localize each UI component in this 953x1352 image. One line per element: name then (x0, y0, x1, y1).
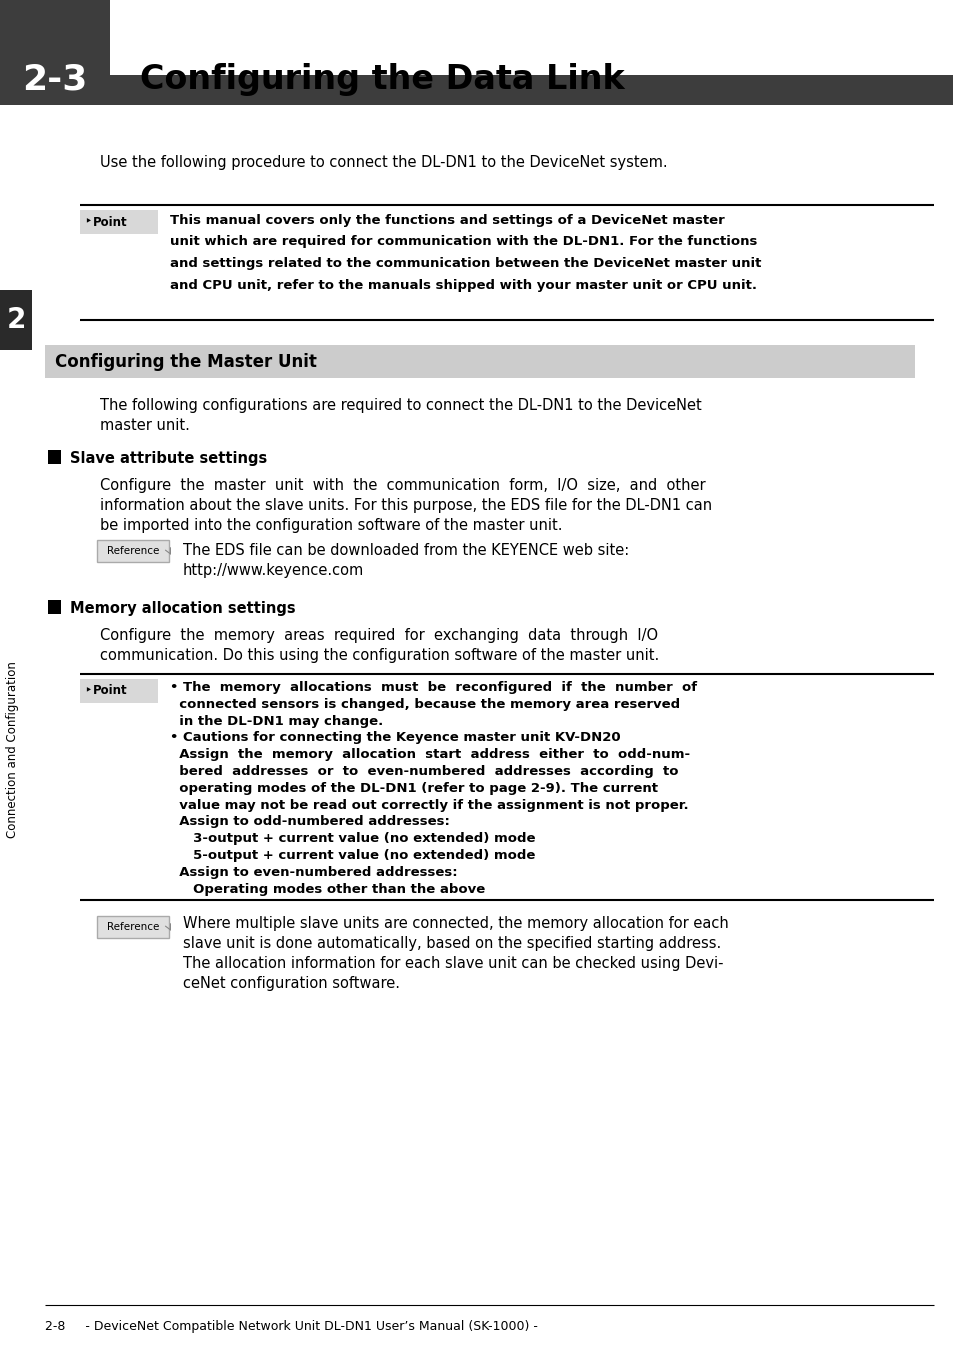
Text: Operating modes other than the above: Operating modes other than the above (170, 883, 485, 895)
Text: value may not be read out correctly if the assignment is not proper.: value may not be read out correctly if t… (170, 799, 688, 811)
Bar (48, 450, 61, 464)
Text: 3-output + current value (no extended) mode: 3-output + current value (no extended) m… (170, 833, 535, 845)
Text: Reference: Reference (107, 546, 159, 556)
Text: information about the slave units. For this purpose, the EDS file for the DL-DN1: information about the slave units. For t… (100, 498, 711, 512)
Text: Configure  the  memory  areas  required  for  exchanging  data  through  I/O: Configure the memory areas required for … (100, 627, 658, 644)
Text: be imported into the configuration software of the master unit.: be imported into the configuration softw… (100, 518, 562, 533)
Text: • Cautions for connecting the Keyence master unit KV-DN20: • Cautions for connecting the Keyence ma… (170, 731, 620, 745)
Bar (110, 74, 953, 105)
Text: • The  memory  allocations  must  be  reconfigured  if  the  number  of: • The memory allocations must be reconfi… (170, 681, 697, 694)
Text: Configure  the  master  unit  with  the  communication  form,  I/O  size,  and  : Configure the master unit with the commu… (100, 479, 705, 493)
Text: Assign to odd-numbered addresses:: Assign to odd-numbered addresses: (170, 815, 450, 829)
Text: Slave attribute settings: Slave attribute settings (70, 452, 267, 466)
Text: Reference: Reference (107, 922, 159, 932)
Text: ‣: ‣ (84, 684, 91, 698)
Text: Point: Point (92, 215, 128, 228)
Bar (0, 0, 110, 105)
Text: and CPU unit, refer to the manuals shipped with your master unit or CPU unit.: and CPU unit, refer to the manuals shipp… (170, 279, 757, 292)
Bar (45, 345, 914, 379)
Text: operating modes of the DL-DN1 (refer to page 2-9). The current: operating modes of the DL-DN1 (refer to … (170, 781, 658, 795)
Text: Assign  the  memory  allocation  start  address  either  to  odd-num-: Assign the memory allocation start addre… (170, 748, 689, 761)
Text: bered  addresses  or  to  even-numbered  addresses  according  to: bered addresses or to even-numbered addr… (170, 765, 678, 777)
Bar (97, 539, 169, 562)
Text: Configuring the Master Unit: Configuring the Master Unit (55, 353, 316, 370)
Text: Configuring the Data Link: Configuring the Data Link (140, 64, 624, 96)
Text: The allocation information for each slave unit can be checked using Devi-: The allocation information for each slav… (183, 956, 722, 971)
Text: 2: 2 (7, 306, 26, 334)
Text: 5-output + current value (no extended) mode: 5-output + current value (no extended) m… (170, 849, 535, 863)
Text: master unit.: master unit. (100, 418, 190, 433)
Text: The following configurations are required to connect the DL-DN1 to the DeviceNet: The following configurations are require… (100, 397, 701, 412)
Bar (48, 600, 61, 614)
Text: slave unit is done automatically, based on the specified starting address.: slave unit is done automatically, based … (183, 936, 720, 950)
Bar (80, 679, 158, 703)
Text: unit which are required for communication with the DL-DN1. For the functions: unit which are required for communicatio… (170, 235, 757, 249)
Text: ‣: ‣ (84, 215, 91, 228)
Text: The EDS file can be downloaded from the KEYENCE web site:: The EDS file can be downloaded from the … (183, 544, 629, 558)
Bar (97, 917, 169, 938)
Text: Point: Point (92, 684, 128, 698)
Text: 2-3: 2-3 (22, 64, 88, 97)
Text: communication. Do this using the configuration software of the master unit.: communication. Do this using the configu… (100, 648, 659, 662)
Text: Assign to even-numbered addresses:: Assign to even-numbered addresses: (170, 865, 457, 879)
Text: This manual covers only the functions and settings of a DeviceNet master: This manual covers only the functions an… (170, 214, 724, 227)
Text: and settings related to the communication between the DeviceNet master unit: and settings related to the communicatio… (170, 257, 760, 270)
Text: Connection and Configuration: Connection and Configuration (7, 661, 19, 838)
Text: Use the following procedure to connect the DL-DN1 to the DeviceNet system.: Use the following procedure to connect t… (100, 155, 667, 170)
Text: in the DL-DN1 may change.: in the DL-DN1 may change. (170, 715, 383, 727)
Text: connected sensors is changed, because the memory area reserved: connected sensors is changed, because th… (170, 698, 679, 711)
Text: Memory allocation settings: Memory allocation settings (70, 602, 295, 617)
Text: Where multiple slave units are connected, the memory allocation for each: Where multiple slave units are connected… (183, 917, 728, 932)
Text: 2-8     - DeviceNet Compatible Network Unit DL-DN1 User’s Manual (SK-1000) -: 2-8 - DeviceNet Compatible Network Unit … (45, 1320, 537, 1333)
Bar (0, 289, 32, 350)
Text: http://www.keyence.com: http://www.keyence.com (183, 562, 364, 579)
Text: ceNet configuration software.: ceNet configuration software. (183, 976, 399, 991)
Bar (80, 210, 158, 234)
